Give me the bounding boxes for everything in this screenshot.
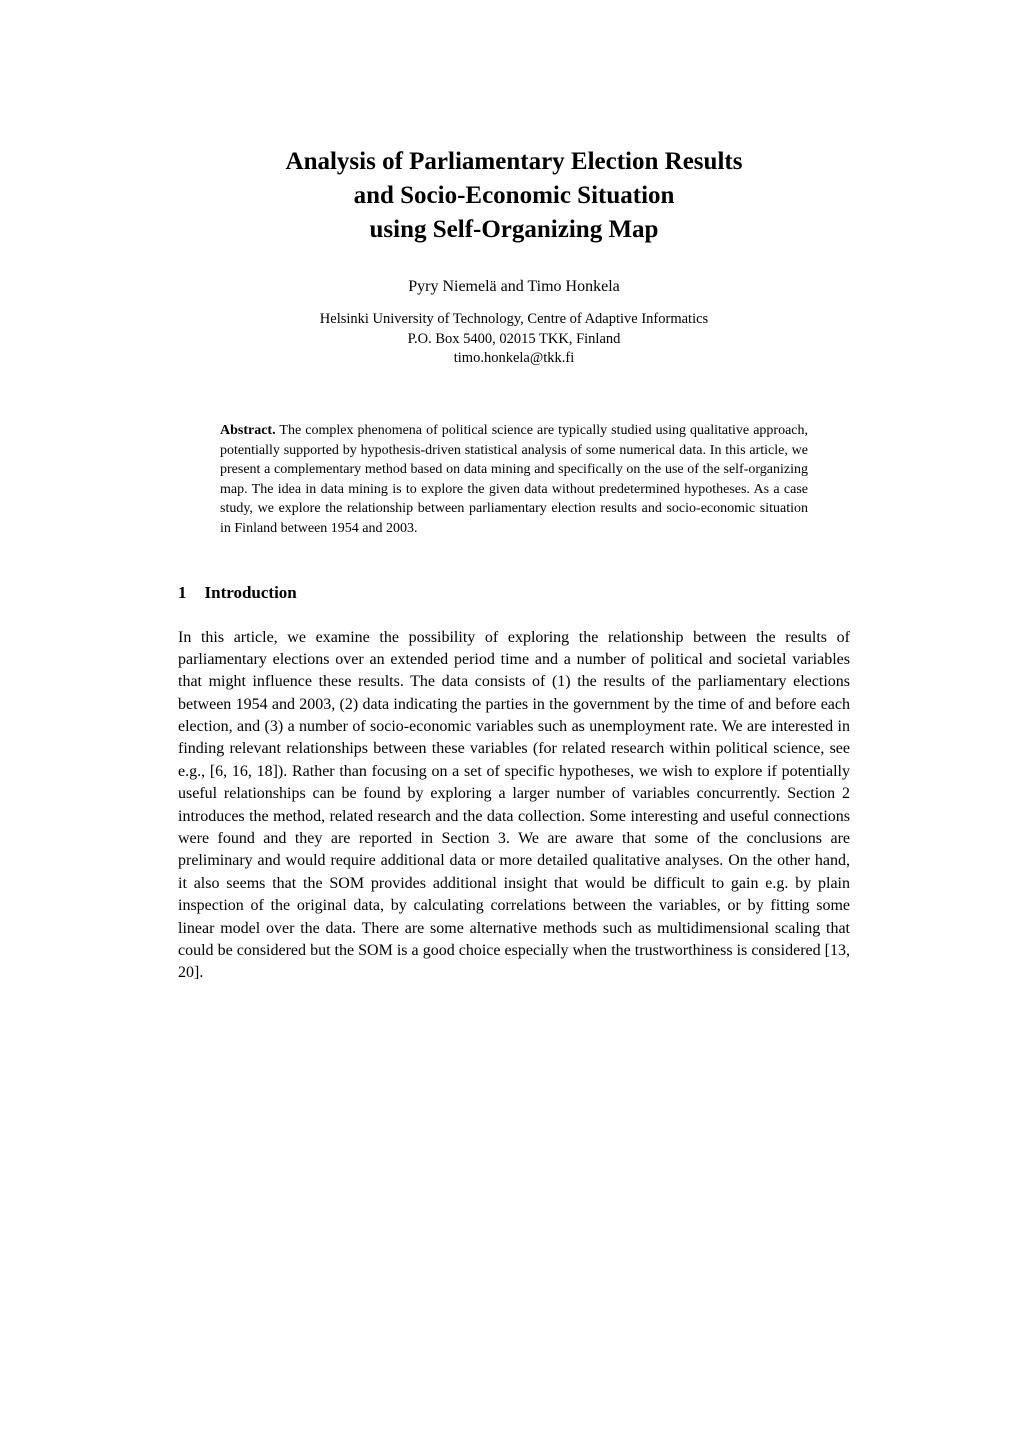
- affiliation-line-2: P.O. Box 5400, 02015 TKK, Finland: [408, 331, 621, 347]
- section-title: Introduction: [205, 583, 297, 602]
- affiliation: Helsinki University of Technology, Centr…: [178, 310, 850, 369]
- abstract-paragraph: Abstract. The complex phenomena of polit…: [220, 421, 808, 539]
- section-number: 1: [178, 583, 187, 603]
- intro-paragraph: In this article, we examine the possibil…: [178, 627, 850, 985]
- paper-title: Analysis of Parliamentary Election Resul…: [178, 145, 850, 246]
- title-line-1: Analysis of Parliamentary Election Resul…: [286, 148, 743, 175]
- authors: Pyry Niemelä and Timo Honkela: [178, 278, 850, 296]
- affiliation-line-1: Helsinki University of Technology, Centr…: [320, 311, 708, 327]
- affiliation-line-3: timo.honkela@tkk.fi: [454, 350, 574, 366]
- title-line-2: and Socio-Economic Situation: [354, 182, 675, 209]
- abstract-block: Abstract. The complex phenomena of polit…: [178, 421, 850, 539]
- abstract-body: The complex phenomena of political scien…: [220, 423, 808, 536]
- title-line-3: using Self-Organizing Map: [370, 216, 659, 243]
- section-heading-intro: 1 Introduction: [178, 583, 850, 603]
- abstract-label: Abstract.: [220, 423, 276, 438]
